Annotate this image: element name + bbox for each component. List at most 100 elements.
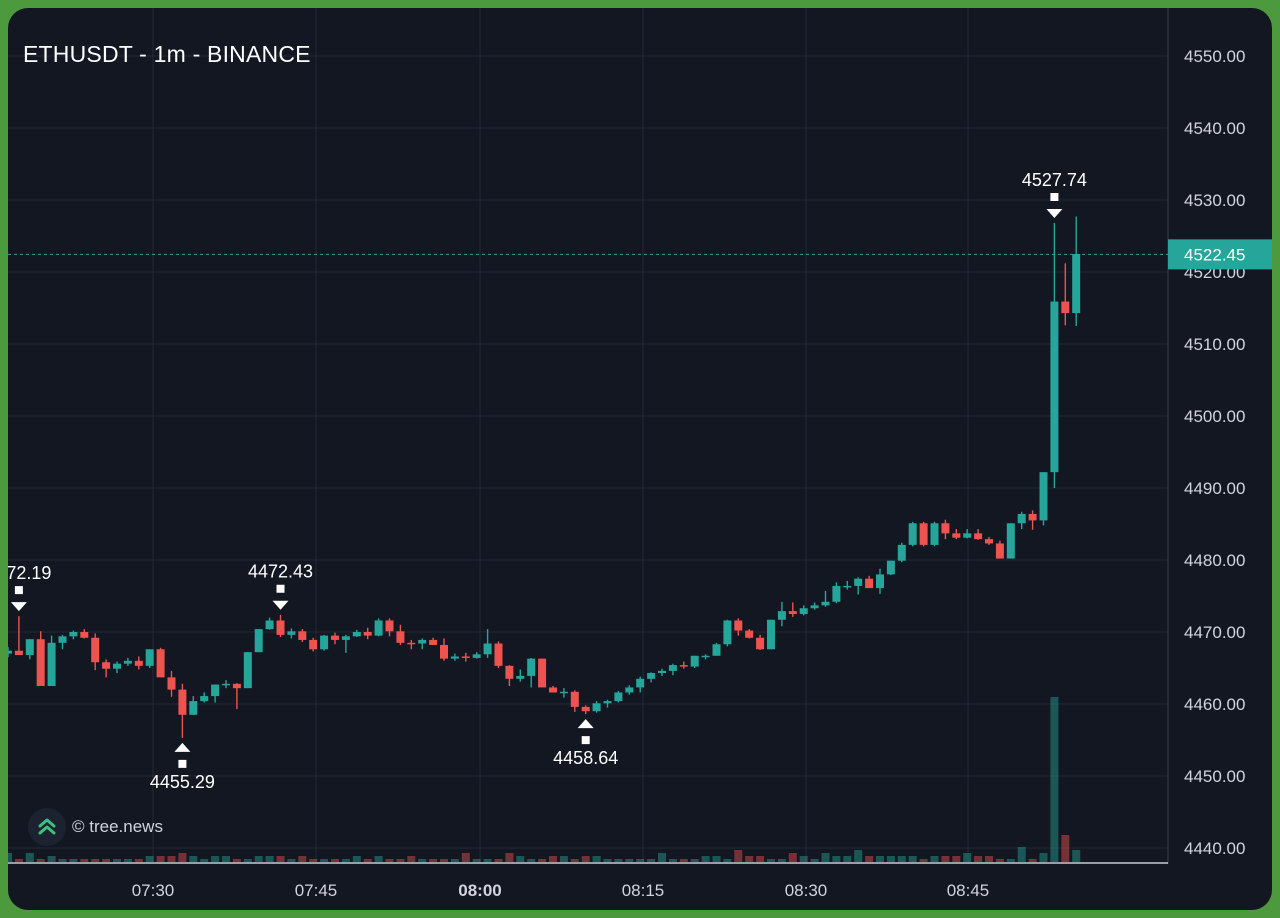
candle-body [636,678,645,688]
price-tick-label: 4540.00 [1184,119,1245,138]
volume-bar [908,856,917,862]
candle-body [876,574,884,589]
time-tick-label: 08:45 [947,881,990,900]
candle-body [799,608,808,614]
volume-bar [276,856,285,862]
candle-body [985,539,993,544]
volume-bar [527,859,536,862]
volume-bar [516,856,525,862]
candle-body [516,675,525,679]
volume-bar [570,859,579,862]
last-price-label: 4522.45 [1184,245,1245,264]
volume-bar [559,856,568,862]
candle-body [134,660,143,666]
candle-body [352,632,361,637]
price-tick-label: 4510.00 [1184,335,1245,354]
candle-body [243,652,252,689]
candle-body [865,578,874,589]
volume-bar [450,859,459,862]
candle-body [36,639,45,686]
high-marker-arrow-icon [10,586,27,612]
volume-bar [1028,859,1037,862]
volume-bar [668,859,677,862]
candle-body [211,684,220,697]
high-marker-label: 4527.74 [1022,170,1087,190]
candle-body [47,642,56,686]
volume-bar [745,856,754,862]
candle-body [472,654,481,658]
volume-bar [995,859,1004,862]
volume-bar [222,856,230,862]
volume-bar [287,859,296,862]
candle-body [974,533,983,540]
volume-bar [647,859,656,862]
high-marker-arrow-icon [1046,193,1063,219]
candle-body [897,544,906,561]
candle-body [113,663,121,669]
candle-body [200,696,209,702]
candle-body [80,632,89,638]
volume-bar [734,850,743,862]
candle-body [341,636,350,640]
volume-bar [440,859,448,862]
chart-title: ETHUSDT - 1m - BINANCE [23,41,311,67]
candle-body [276,620,285,635]
price-tick-label: 4480.00 [1184,551,1245,570]
candle-body [123,660,132,664]
high-marker-arrow-icon [272,584,289,610]
candle-body [592,703,601,712]
price-tick-label: 4530.00 [1184,191,1245,210]
candle-body [298,631,307,640]
volume-bar [1061,835,1070,862]
volume-bar [156,856,165,862]
candle-body [232,683,241,689]
low-marker-label: 4455.29 [150,772,215,792]
volume-bar [429,859,438,862]
candle-body [679,665,688,667]
volume-bar [952,856,961,862]
volume-bar [58,859,67,862]
candle-body [843,585,852,588]
candle-body [767,619,775,650]
candle-body [320,635,329,650]
volume-bar [47,856,56,862]
candle-body [821,601,830,606]
candle-body [745,630,754,638]
candle-body [647,673,656,679]
volume-bar [974,856,983,862]
volume-bar [505,853,514,862]
candle-body [156,649,165,678]
volume-bar [865,856,874,862]
candle-body [1017,513,1026,524]
volume-bar [298,856,307,862]
candle-body [723,620,732,645]
time-tick-label: 08:30 [785,881,828,900]
volume-bar [690,859,699,862]
volume-bar [679,859,688,862]
volume-bar [581,856,590,862]
candle-body [418,639,427,644]
candle-body [908,523,917,545]
chart-canvas[interactable]: 4472.19 4472.43 4455.29 4458.64 4527.74 4440.… [8,8,1272,910]
volume-bar [767,859,775,862]
candle-body [1028,513,1037,521]
volume-bar [636,859,645,862]
volume-bar [243,859,252,862]
candle-body [559,691,568,694]
low-marker-arrow-icon [174,742,191,768]
candle-body [309,639,318,650]
last-price-badge [1168,239,1272,270]
candle-body [930,523,939,545]
volume-bar [799,856,808,862]
candle-body [788,611,797,614]
time-tick-label: 08:15 [622,881,665,900]
volume-bar [886,856,895,862]
candle-body [756,637,765,650]
volume-bar [538,859,547,862]
volume-bar [113,859,121,862]
volume-bar [723,859,732,862]
volume-bar [494,859,503,862]
volume-bar [603,859,612,862]
low-marker-label: 4458.64 [553,748,618,768]
candle-body [69,632,78,637]
